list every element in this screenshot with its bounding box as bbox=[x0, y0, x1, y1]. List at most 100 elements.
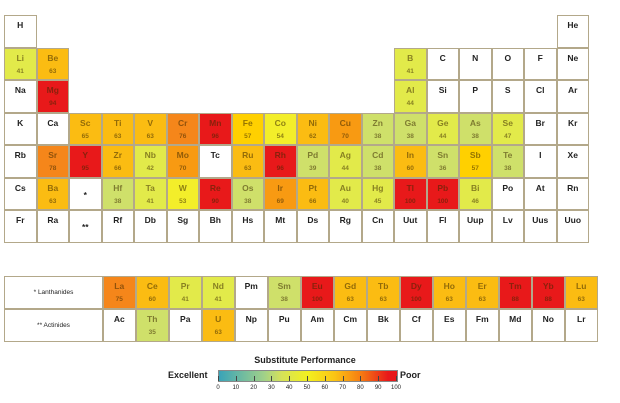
element-score: 60 bbox=[148, 296, 156, 303]
element-cell-C: C bbox=[426, 47, 459, 80]
element-cell-Bk: Bk bbox=[367, 309, 400, 342]
element-score: 63 bbox=[577, 296, 585, 303]
element-symbol: Es bbox=[444, 314, 455, 324]
element-symbol: Te bbox=[503, 150, 513, 160]
element-symbol: W bbox=[178, 182, 187, 193]
element-cell-P: P bbox=[459, 80, 492, 113]
element-cell-Md: Md bbox=[499, 309, 532, 342]
element-symbol: F bbox=[537, 52, 543, 63]
element-score: 62 bbox=[309, 132, 317, 140]
legend-tick-mark bbox=[235, 376, 237, 381]
element-symbol: Sg bbox=[177, 215, 189, 225]
element-symbol: Co bbox=[274, 117, 286, 128]
element-symbol: B bbox=[407, 52, 414, 63]
element-score: 57 bbox=[471, 165, 479, 172]
element-score: 100 bbox=[404, 197, 416, 205]
element-symbol: Uus bbox=[532, 215, 549, 225]
element-symbol: Sr bbox=[48, 150, 58, 160]
element-score: 66 bbox=[114, 165, 122, 172]
element-score: 35 bbox=[148, 329, 156, 336]
element-cell-Lv: Lv bbox=[491, 210, 524, 243]
element-cell-Dy: Dy 100 bbox=[400, 276, 433, 309]
element-cell-Sb: Sb 57 bbox=[459, 145, 492, 178]
legend-tick-mark bbox=[342, 376, 344, 381]
element-symbol: N bbox=[472, 52, 479, 63]
element-cell-Th: Th 35 bbox=[136, 309, 169, 342]
element-symbol: * bbox=[83, 189, 87, 200]
element-symbol: Ta bbox=[145, 182, 155, 193]
element-symbol: Ac bbox=[113, 314, 125, 324]
element-symbol: Kr bbox=[568, 117, 578, 128]
element-cell-Uuo: Uuo bbox=[556, 210, 589, 243]
element-score: 38 bbox=[374, 165, 382, 172]
element-cell-Ni: Ni 62 bbox=[296, 112, 329, 145]
element-score: 96 bbox=[211, 132, 219, 140]
element-cell-Be: Be 63 bbox=[36, 47, 69, 80]
element-cell-Nb: Nb 42 bbox=[134, 145, 167, 178]
element-score: 70 bbox=[341, 132, 349, 140]
element-cell-Mn: Mn 96 bbox=[199, 112, 232, 145]
element-symbol: Al bbox=[406, 85, 415, 95]
element-cell-Tb: Tb 63 bbox=[367, 276, 400, 309]
element-cell-S: S bbox=[491, 80, 524, 113]
element-score: 41 bbox=[181, 296, 189, 303]
element-symbol: Mo bbox=[176, 150, 189, 160]
element-cell-Fe: Fe 57 bbox=[231, 112, 264, 145]
element-cell-K: K bbox=[4, 112, 37, 145]
element-cell-Ba: Ba 63 bbox=[36, 177, 69, 210]
element-symbol: Mn bbox=[209, 117, 222, 128]
element-cell-Sg: Sg bbox=[166, 210, 199, 243]
element-cell-Bi: Bi 46 bbox=[459, 177, 492, 210]
legend-tick-mark bbox=[396, 376, 397, 381]
element-symbol: Tb bbox=[378, 281, 389, 291]
element-cell-Kr: Kr bbox=[556, 112, 589, 145]
element-symbol: Ca bbox=[47, 117, 59, 128]
element-cell-Tl: Tl 100 bbox=[394, 177, 427, 210]
element-symbol: Si bbox=[438, 85, 447, 95]
legend-tick-mark bbox=[253, 376, 255, 381]
element-cell-La: La 75 bbox=[103, 276, 136, 309]
element-score: 41 bbox=[16, 67, 24, 75]
element-symbol: Y bbox=[82, 150, 89, 160]
element-cell-starstar: ** bbox=[69, 210, 102, 243]
element-symbol: At bbox=[535, 182, 545, 193]
legend-tick-label: 50 bbox=[303, 385, 311, 391]
element-cell-Zn: Zn 38 bbox=[361, 112, 394, 145]
element-symbol: Li bbox=[16, 52, 25, 63]
element-symbol: Mt bbox=[275, 215, 286, 225]
element-cell-Es: Es bbox=[433, 309, 466, 342]
element-score: 54 bbox=[276, 132, 284, 140]
element-symbol: Ds bbox=[307, 215, 319, 225]
element-cell-Mg: Mg 94 bbox=[36, 80, 69, 113]
element-score: 41 bbox=[214, 296, 222, 303]
legend-color-bar bbox=[218, 370, 398, 382]
legend-tick-label: 40 bbox=[285, 385, 293, 391]
element-symbol: Be bbox=[47, 52, 59, 63]
element-cell-Uut: Uut bbox=[394, 210, 427, 243]
element-cell-Ca: Ca bbox=[36, 112, 69, 145]
legend-title: Substitute Performance bbox=[254, 355, 356, 365]
element-symbol: Ni bbox=[308, 117, 318, 128]
element-cell-He: He bbox=[556, 15, 589, 48]
element-cell-Ce: Ce 60 bbox=[136, 276, 169, 309]
element-score: 76 bbox=[179, 132, 187, 140]
element-score: 95 bbox=[81, 165, 89, 172]
element-score: 88 bbox=[544, 296, 552, 303]
element-symbol: Nb bbox=[144, 150, 156, 160]
element-cell-B: B 41 bbox=[394, 47, 427, 80]
element-cell-Xe: Xe bbox=[556, 145, 589, 178]
element-cell-Ti: Ti 63 bbox=[101, 112, 134, 145]
element-symbol: Lu bbox=[576, 281, 587, 291]
element-symbol: Tc bbox=[210, 150, 220, 160]
element-symbol: Db bbox=[144, 215, 156, 225]
element-score: 63 bbox=[346, 296, 354, 303]
element-symbol: Rb bbox=[14, 150, 26, 160]
element-cell-Lr: Lr bbox=[565, 309, 598, 342]
element-symbol: Pr bbox=[180, 281, 190, 291]
element-cell-Pu: Pu bbox=[268, 309, 301, 342]
element-cell-star: * bbox=[69, 177, 102, 210]
element-symbol: Na bbox=[14, 85, 26, 95]
element-symbol: La bbox=[114, 281, 125, 291]
element-cell-U: U 63 bbox=[202, 309, 235, 342]
element-symbol: O bbox=[504, 52, 512, 63]
